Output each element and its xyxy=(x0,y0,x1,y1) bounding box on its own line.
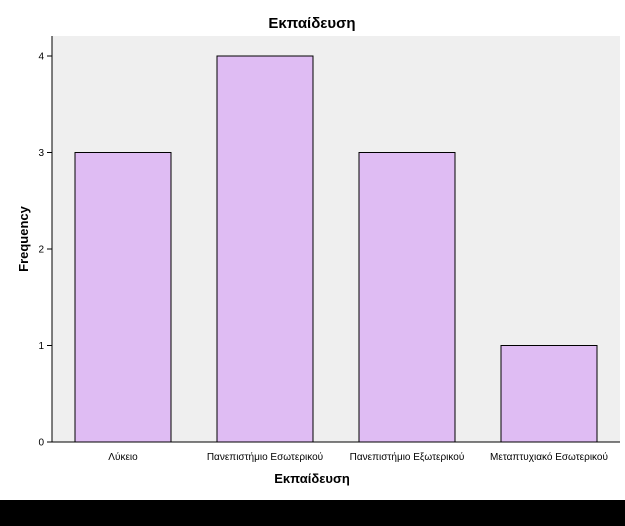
chart-title: Εκπαίδευση xyxy=(268,15,355,32)
y-tick-label-1: 1 xyxy=(38,341,44,352)
y-tick-label-4: 4 xyxy=(38,52,44,63)
x-tick-label-1: Λύκειο xyxy=(108,451,138,463)
x-tick-label-2: Πανεπιστήμιο Εσωτερικού xyxy=(207,451,323,463)
bars-group xyxy=(74,55,598,443)
footer-band xyxy=(0,500,625,526)
bar-3 xyxy=(358,152,456,443)
x-tick-label-3: Πανεπιστήμιο Εξωτερικού xyxy=(350,451,465,463)
y-axis: 0 1 2 3 4 xyxy=(38,36,53,449)
x-axis: Λύκειο Πανεπιστήμιο Εσωτερικού Πανεπιστήμι… xyxy=(52,441,620,463)
bar-2 xyxy=(216,55,314,443)
x-tick-label-4: Μεταπτυχιακό Εσωτερικού xyxy=(490,451,608,463)
y-tick-label-0: 0 xyxy=(38,438,44,449)
y-axis-title: Frequency xyxy=(16,205,31,272)
bar-1 xyxy=(74,152,172,443)
bar-4 xyxy=(500,345,598,443)
y-tick-label-3: 3 xyxy=(38,148,44,159)
y-tick-label-2: 2 xyxy=(38,245,44,256)
x-axis-title: Εκπαίδευση xyxy=(274,471,350,486)
